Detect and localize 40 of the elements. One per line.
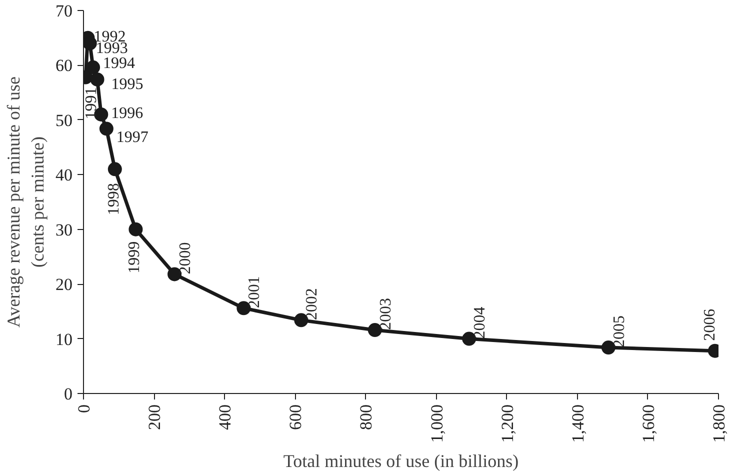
y-tick-label: 0	[64, 384, 72, 404]
annotation: 1991	[83, 87, 100, 120]
y-tick-label: 40	[56, 166, 72, 185]
x-tick-label: 600	[286, 404, 306, 430]
x-tick-label: 1,800	[710, 404, 728, 443]
annotation: 2003	[377, 298, 394, 330]
annotation: 2002	[304, 288, 321, 320]
annotation: 2000	[177, 242, 194, 274]
annotation: 1995	[111, 76, 144, 93]
y-tick-label: 30	[56, 220, 72, 240]
x-axis-title: Total minutes of use (in billions)	[283, 450, 519, 471]
annotation: 1996	[111, 104, 144, 122]
annotation: 1997	[116, 129, 148, 146]
y-axis-title: Average revenue per minute of use (cents per minute)	[4, 76, 48, 328]
x-tick-label: 1,000	[427, 404, 446, 443]
x-tick-label: 400	[216, 404, 235, 430]
x-tick-label: 1,600	[638, 404, 658, 443]
annotation: 2006	[701, 308, 718, 341]
point	[86, 60, 100, 74]
annotation: 1999	[126, 241, 144, 274]
point	[108, 162, 122, 176]
x-tick-label: 1,400	[568, 404, 588, 443]
annotation: 2005	[610, 316, 628, 348]
annotation: 1994	[103, 54, 136, 72]
x-tick-label: 1,200	[498, 404, 517, 443]
x-tick-label: 0	[74, 404, 94, 413]
y-tick-label: 10	[56, 330, 72, 349]
point	[128, 222, 143, 236]
annotation: 2001	[246, 276, 264, 308]
point	[84, 36, 97, 50]
y-tick-label: 50	[56, 110, 72, 130]
y-tick-label: 70	[56, 2, 72, 20]
y-tick-label: 60	[56, 56, 72, 76]
annotation: 1998	[105, 183, 122, 216]
point	[90, 72, 104, 86]
x-tick-label: 200	[145, 404, 164, 430]
point	[99, 122, 114, 136]
y-tick-label: 20	[56, 275, 72, 294]
x-tick-label: 800	[356, 404, 376, 430]
annotation: 2004	[472, 306, 489, 339]
